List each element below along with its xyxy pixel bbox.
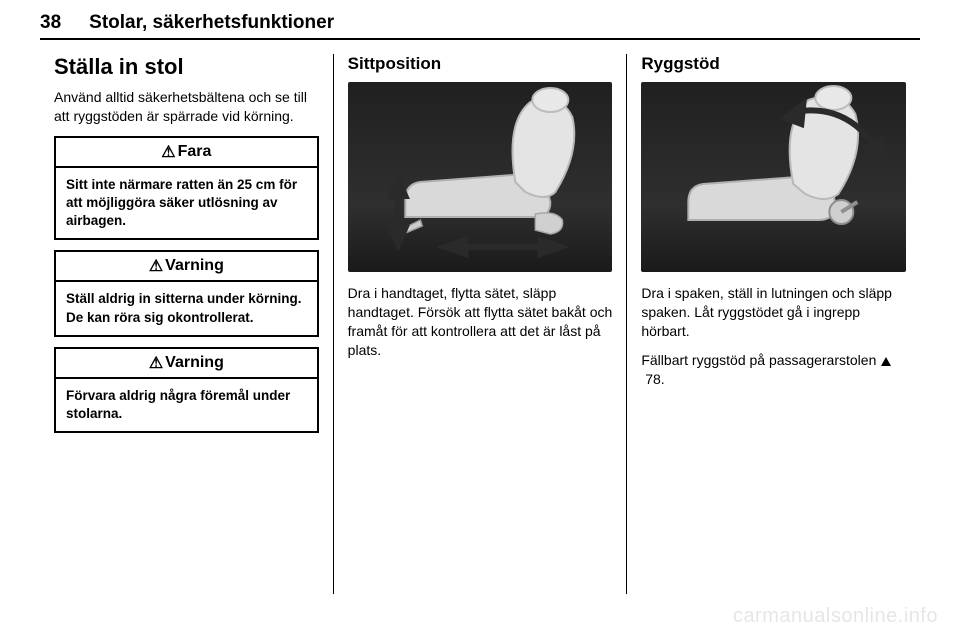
callout-warning-1-body: Ställ aldrig in sitterna under körning. … <box>56 282 317 334</box>
callout-warning-2-body: Förvara aldrig några föremål under stola… <box>56 379 317 431</box>
callout-warning-2-title: ⚠Varning <box>56 349 317 379</box>
sub-heading-backrest: Ryggstöd <box>641 54 906 74</box>
manual-page: 38 Stolar, säkerhetsfunktioner Ställa in… <box>0 0 960 642</box>
callout-warning-2-label: Varning <box>165 354 224 371</box>
crossref-prefix: Fällbart ryggstöd på passagerarstolen <box>641 352 880 368</box>
crossref-icon <box>881 357 891 366</box>
column-3: Ryggstöd <box>626 54 920 594</box>
seat-slide-illustration <box>348 82 613 272</box>
watermark: carmanualsonline.info <box>733 605 938 628</box>
page-number: 38 <box>40 12 61 34</box>
backrest-illustration <box>641 82 906 272</box>
callout-warning-1: ⚠Varning Ställ aldrig in sitterna under … <box>54 250 319 336</box>
warning-icon: ⚠ <box>149 258 163 275</box>
intro-text: Använd alltid säkerhetsbältena och se ti… <box>54 88 319 126</box>
callout-warning-1-label: Varning <box>165 257 224 274</box>
figure-backrest <box>641 82 906 272</box>
column-2: Sittposition <box>333 54 627 594</box>
callout-danger: ⚠Fara Sitt inte närmare ratten än 25 cm … <box>54 136 319 241</box>
callout-warning-2: ⚠Varning Förvara aldrig några föremål un… <box>54 347 319 433</box>
crossref-page: 78. <box>645 371 664 387</box>
column-1: Ställa in stol Använd alltid säkerhetsbä… <box>40 54 333 594</box>
danger-icon: ⚠ <box>161 144 175 161</box>
callout-danger-body: Sitt inte närmare ratten än 25 cm för at… <box>56 168 317 239</box>
backrest-text: Dra i spaken, ställ in lutningen och slä… <box>641 284 906 341</box>
figure-seat-slide <box>348 82 613 272</box>
warning-icon: ⚠ <box>149 355 163 372</box>
backrest-crossref: Fällbart ryggstöd på passagerarstolen 78… <box>641 351 906 389</box>
callout-danger-label: Fara <box>178 143 212 160</box>
callout-warning-1-title: ⚠Varning <box>56 252 317 282</box>
page-header: 38 Stolar, säkerhetsfunktioner <box>40 12 920 40</box>
content-columns: Ställa in stol Använd alltid säkerhetsbä… <box>40 54 920 594</box>
section-heading-seat-adjust: Ställa in stol <box>54 54 319 80</box>
chapter-title: Stolar, säkerhetsfunktioner <box>89 12 334 34</box>
seat-slide-text: Dra i handtaget, flytta sätet, släpp han… <box>348 284 613 360</box>
callout-danger-title: ⚠Fara <box>56 138 317 168</box>
sub-heading-sit-position: Sittposition <box>348 54 613 74</box>
